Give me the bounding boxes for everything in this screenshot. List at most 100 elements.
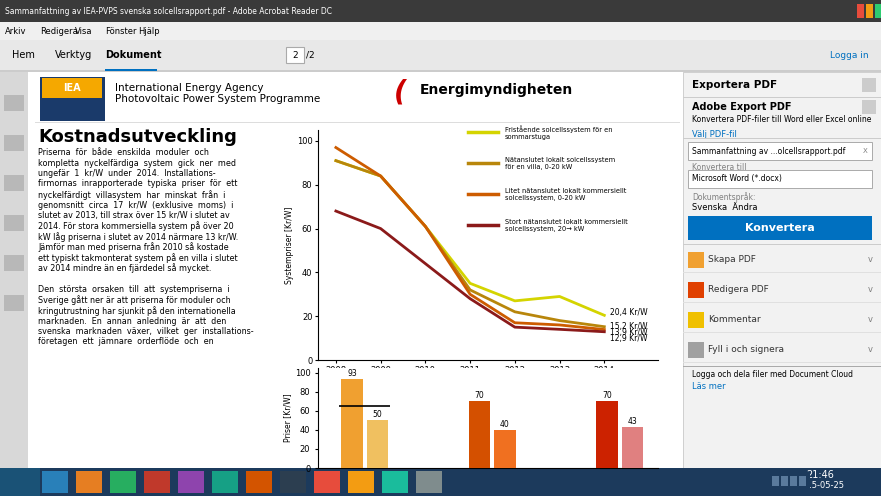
Bar: [4, 255, 24, 271]
Text: Verktyg: Verktyg: [55, 50, 93, 60]
Bar: [683, 72, 881, 468]
Bar: [688, 252, 704, 268]
Bar: [0, 0, 881, 22]
Bar: [28, 72, 683, 468]
Bar: [683, 244, 881, 245]
Text: Arkiv: Arkiv: [5, 26, 26, 36]
Text: nyckelfärdigt  villasystem  har  minskat  från  i: nyckelfärdigt villasystem har minskat fr…: [38, 190, 226, 200]
Text: genomsnitt  circa  17  kr/W  (exklusive  moms)  i: genomsnitt circa 17 kr/W (exklusive moms…: [38, 200, 233, 209]
Text: av 2014 mindre än en fjärdedel så mycket.: av 2014 mindre än en fjärdedel så mycket…: [38, 263, 211, 273]
Text: Välj PDF-fil: Välj PDF-fil: [692, 130, 737, 139]
Text: ett typiskt takmonterat system på en villa i slutet: ett typiskt takmonterat system på en vil…: [38, 253, 238, 263]
Text: Visa: Visa: [75, 26, 93, 36]
Text: (: (: [394, 79, 406, 107]
Text: Dokument: Dokument: [105, 50, 161, 60]
Bar: [42, 471, 68, 493]
Text: 12,9 Kr/W: 12,9 Kr/W: [610, 334, 648, 343]
Text: Energimyndigheten: Energimyndigheten: [420, 83, 574, 97]
Bar: [0, 468, 881, 496]
Text: v: v: [868, 315, 872, 324]
Bar: [683, 362, 881, 363]
Bar: [4, 135, 24, 151]
Bar: [280, 471, 306, 493]
Bar: [178, 471, 204, 493]
Text: Jämför man med priserna från 2010 så kostade: Jämför man med priserna från 2010 så kos…: [38, 243, 229, 252]
Bar: [688, 342, 704, 358]
Text: Konvertera till: Konvertera till: [692, 163, 746, 172]
Text: Fyll i och signera: Fyll i och signera: [708, 346, 784, 355]
Bar: [0, 22, 881, 40]
Bar: [4, 175, 24, 191]
Text: Stort nätanslutet lokalt kommersiellt
solcellssystem, 20→ kW: Stort nätanslutet lokalt kommersiellt so…: [505, 219, 628, 232]
Text: ungefär  1  kr/W  under  2014.  Installations-: ungefär 1 kr/W under 2014. Installations…: [38, 169, 216, 178]
Bar: [469, 401, 490, 468]
X-axis label: Medel av svenska installatörers angivna typiska systempriser
för nyckelfärdiga s: Medel av svenska installatörers angivna …: [369, 380, 607, 399]
Bar: [596, 401, 618, 468]
Text: X: X: [862, 148, 868, 154]
Y-axis label: Systempriser [Kr/W]: Systempriser [Kr/W]: [285, 206, 294, 284]
Bar: [35, 122, 680, 123]
Text: marknaden.  En  annan  anledning  är  att  den: marknaden. En annan anledning är att den: [38, 316, 226, 325]
Bar: [382, 471, 408, 493]
Text: Fönster: Fönster: [105, 26, 137, 36]
Bar: [862, 78, 876, 92]
Bar: [4, 215, 24, 231]
Text: 70: 70: [475, 391, 485, 400]
Bar: [857, 4, 864, 18]
Text: slutet av 2013, till strax över 15 kr/W i slutet av: slutet av 2013, till strax över 15 kr/W …: [38, 211, 230, 220]
Text: Skapa PDF: Skapa PDF: [708, 255, 756, 264]
Text: 43: 43: [627, 417, 637, 426]
Bar: [212, 471, 238, 493]
Text: v: v: [868, 255, 872, 264]
Text: kompletta  nyckelfärdiga  system  gick  ner  med: kompletta nyckelfärdiga system gick ner …: [38, 159, 236, 168]
Text: Kommentar: Kommentar: [708, 315, 760, 324]
Text: Photovoltaic Power System Programme: Photovoltaic Power System Programme: [115, 94, 321, 104]
Bar: [688, 282, 704, 298]
Bar: [622, 427, 643, 468]
Text: 70: 70: [602, 391, 612, 400]
Bar: [494, 430, 515, 468]
Bar: [314, 471, 340, 493]
Text: 93: 93: [347, 370, 357, 378]
Bar: [76, 471, 102, 493]
Text: Logga in: Logga in: [830, 51, 869, 60]
Bar: [246, 471, 272, 493]
Text: Exportera PDF: Exportera PDF: [692, 80, 777, 90]
Bar: [770, 472, 810, 490]
Text: Priserna  för  både  enskilda  moduler  och: Priserna för både enskilda moduler och: [38, 148, 209, 157]
Text: Konvertera: Konvertera: [745, 223, 815, 233]
Bar: [105, 69, 157, 71]
Bar: [286, 47, 304, 63]
Bar: [110, 471, 136, 493]
Text: v: v: [868, 286, 872, 295]
Text: Redigera PDF: Redigera PDF: [708, 286, 769, 295]
Text: 21:46: 21:46: [806, 470, 834, 480]
Text: kringutrustning har sjunkit på den internationella: kringutrustning har sjunkit på den inter…: [38, 306, 236, 316]
Bar: [348, 471, 374, 493]
Bar: [781, 476, 788, 486]
Bar: [416, 471, 442, 493]
Text: Kostnadsutveckling: Kostnadsutveckling: [38, 128, 237, 146]
Bar: [0, 72, 28, 468]
Bar: [0, 40, 881, 70]
Text: International Energy Agency: International Energy Agency: [115, 83, 263, 93]
Bar: [875, 4, 881, 18]
Text: IEA: IEA: [63, 83, 81, 93]
Bar: [862, 100, 876, 114]
Bar: [144, 471, 170, 493]
Text: Svenska  Ändra: Svenska Ändra: [692, 203, 758, 212]
Text: /2: /2: [306, 51, 315, 60]
Bar: [341, 379, 363, 468]
Text: 2015-05-25: 2015-05-25: [796, 481, 844, 490]
Bar: [0, 70, 881, 72]
Text: Adobe Export PDF: Adobe Export PDF: [692, 102, 791, 112]
Text: 40: 40: [500, 420, 510, 429]
Text: kW låg priserna i slutet av 2014 närmare 13 kr/W.: kW låg priserna i slutet av 2014 närmare…: [38, 232, 238, 242]
Bar: [42, 78, 102, 98]
Text: Sverige gått ner är att priserna för moduler och: Sverige gått ner är att priserna för mod…: [38, 296, 231, 306]
Text: Hjälp: Hjälp: [138, 26, 159, 36]
Bar: [790, 476, 797, 486]
Text: firmornas  inrapporterade  typiska  priser  för  ett: firmornas inrapporterade typiska priser …: [38, 180, 237, 188]
Text: Fristående solcellssystem för en
sommarstuga: Fristående solcellssystem för en sommars…: [505, 125, 612, 140]
Text: Nätanslutet lokalt solcellssystem
för en villa, 0-20 kW: Nätanslutet lokalt solcellssystem för en…: [505, 157, 615, 170]
